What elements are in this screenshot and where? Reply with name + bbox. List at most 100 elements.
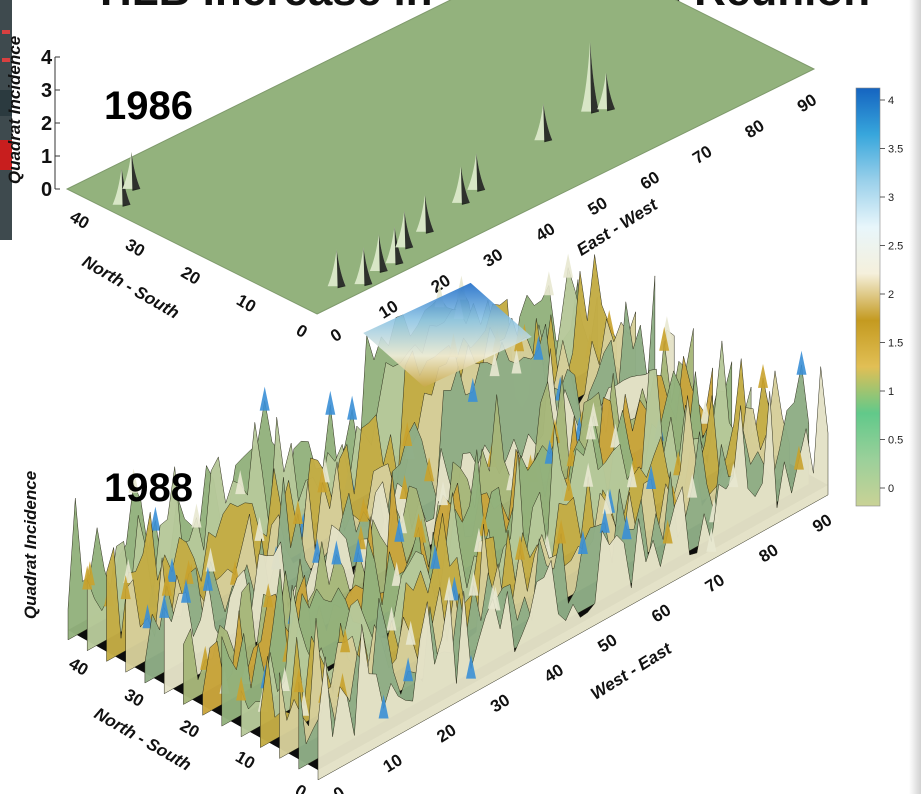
x-tick-label: 50 <box>594 630 620 656</box>
surface-1986 <box>65 0 816 315</box>
y-tick-label: 20 <box>177 716 203 742</box>
surface-spike <box>563 476 574 501</box>
surface-spike <box>279 667 290 691</box>
surface-spike <box>159 593 170 618</box>
x-tick-label: 10 <box>380 750 406 776</box>
x-tick-label: 50 <box>585 193 611 219</box>
z-axis-label: Quadrat Incidence <box>5 36 24 184</box>
x-tick-label: 20 <box>433 720 459 746</box>
surface-spike <box>430 544 441 569</box>
surface-spike <box>142 604 153 629</box>
surface-spike <box>405 620 416 645</box>
surface-spike <box>183 559 194 584</box>
colorbar-tick-label: 4 <box>888 95 894 107</box>
surface-spike <box>706 527 717 552</box>
peak-shadow <box>131 151 141 191</box>
x-tick-label: 40 <box>532 219 558 245</box>
surface-spike <box>466 654 476 679</box>
x-tick-label: 60 <box>637 168 663 194</box>
surface-spike <box>399 475 410 499</box>
colorbar-tick-label: 3 <box>888 192 894 204</box>
x-tick-label: 30 <box>480 245 506 271</box>
x-tick-label: 70 <box>702 570 728 596</box>
surface-spike <box>662 519 673 544</box>
surface-spike <box>687 473 698 498</box>
y-tick-label: 0 <box>293 321 311 342</box>
colorbar-tick-label: 1 <box>888 386 894 398</box>
surface-spike <box>700 399 711 424</box>
surface-spike <box>263 583 274 608</box>
surface-spike <box>202 566 213 591</box>
left-window-strip <box>0 0 12 240</box>
y-axis-label: North - South <box>91 704 195 775</box>
surface-spike <box>467 377 478 402</box>
surface-spike <box>489 352 500 377</box>
surface-spike <box>424 457 435 482</box>
year-label-1988: 1988 <box>104 466 193 510</box>
surface-spike <box>796 350 807 375</box>
colorbar-tick-label: 3.5 <box>888 144 903 156</box>
x-tick-label: 90 <box>794 90 820 116</box>
surface-spike <box>728 463 739 488</box>
surface-spike <box>347 395 358 420</box>
surface-spike <box>167 557 177 582</box>
high-plateau <box>363 282 532 388</box>
surface-spike <box>599 508 610 533</box>
colorbar-legend: 4 3.5 3 2.5 2 1.5 1 0.5 0 <box>855 87 903 507</box>
surface-spike <box>543 271 554 296</box>
surface-spike <box>353 538 364 562</box>
surface-spike <box>515 535 525 560</box>
surface-spike <box>292 499 303 524</box>
surface-spike <box>487 584 498 609</box>
peak-shadow <box>378 233 388 273</box>
surface-spike <box>438 481 448 506</box>
peak-shadow <box>424 194 434 234</box>
surface-spike <box>120 575 131 600</box>
surface-spike <box>254 516 265 541</box>
surface-spike <box>181 578 191 603</box>
surface-spike <box>293 668 304 693</box>
surface-spike <box>610 423 621 448</box>
surface-spike <box>235 470 246 495</box>
surface-spike <box>602 489 613 514</box>
colorbar-tick-label: 1.5 <box>888 338 903 350</box>
surface-spike <box>473 527 484 552</box>
surface-spike <box>236 676 247 701</box>
z-tick-label: 1 <box>41 146 52 168</box>
y-tick-label: 30 <box>122 235 148 261</box>
y-tick-label: 40 <box>66 654 92 680</box>
surface-spike <box>444 576 455 601</box>
y-tick-label: 30 <box>121 685 147 711</box>
surface-spike <box>378 694 389 719</box>
surface-spike <box>386 606 397 631</box>
peak-shadow <box>121 167 131 207</box>
peak-shadow <box>336 249 346 289</box>
y-tick-label: 0 <box>292 781 310 794</box>
x-tick-label: 80 <box>742 116 768 142</box>
surface-spike <box>82 565 93 590</box>
surface-spike <box>659 326 670 351</box>
y-tick-label: 40 <box>67 207 93 233</box>
surface-spike <box>205 547 216 572</box>
surface-spike <box>391 561 402 586</box>
x-tick-label: 60 <box>648 600 674 626</box>
peak-shadow <box>394 226 404 266</box>
surface-spike <box>621 515 632 540</box>
y-tick-label: 10 <box>233 291 259 317</box>
surface-spike <box>128 468 139 493</box>
surface-spike <box>758 363 768 388</box>
x-tick-label: 30 <box>487 690 513 716</box>
peak-shadow <box>476 152 486 192</box>
surface-spike <box>161 571 172 596</box>
surface-spike <box>150 506 161 531</box>
surface-spike <box>646 465 657 489</box>
colorbar-tick-label: 2.5 <box>888 241 903 253</box>
x-tick-label: 70 <box>689 142 715 168</box>
peak-shadow <box>460 165 470 205</box>
x-tick-label: 0 <box>330 783 348 794</box>
surface-spike <box>259 386 270 411</box>
surface-spike <box>479 511 490 536</box>
surface-spike <box>556 519 567 544</box>
surface-spike <box>402 422 413 446</box>
